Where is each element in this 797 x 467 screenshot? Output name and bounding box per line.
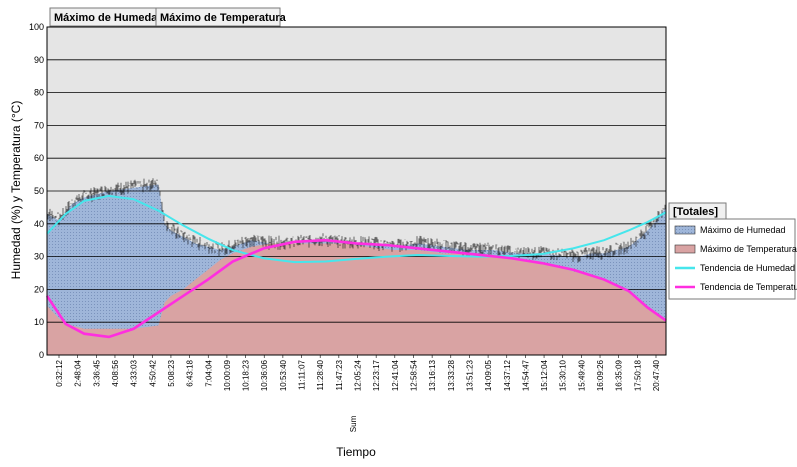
x-tick-label: 15:30:10 (559, 359, 568, 391)
series-line-temperature-trend (45, 238, 667, 339)
y-tick-label: 100 (29, 22, 44, 32)
x-tick-label: 13:16:13 (428, 359, 437, 391)
plot-border (46, 26, 667, 356)
x-tick-label: 11:28:40 (316, 359, 325, 390)
legend: [Totales] Máximo de Humedad Máximo de Temp… (668, 202, 797, 300)
field-tab[interactable]: Máximo de Humedad (49, 7, 164, 27)
y-tick-label: 90 (34, 55, 44, 65)
field-tab-box (155, 7, 281, 27)
series-line-humidity-trend (46, 194, 667, 264)
x-tick-label: 12:23:17 (372, 359, 381, 391)
legend-item: Tendencia de Temperatura (675, 282, 797, 292)
y-tick-label: 40 (34, 219, 44, 229)
legend-item: Máximo de Temperatura (674, 244, 797, 254)
x-tick-label: 4:50:42 (148, 359, 157, 386)
x-tick-label: 12:41:04 (391, 359, 400, 391)
x-tick-label: 17:50:18 (633, 359, 642, 391)
x-tick-label: 12:05:24 (354, 359, 363, 391)
x-tick-label: 15:12:04 (540, 359, 549, 391)
x-tick-label: 14:54:47 (521, 359, 530, 391)
x-tick-label: 11:47:23 (335, 359, 344, 390)
y-tick-label: 50 (34, 186, 44, 196)
x-tick-label: 10:18:23 (242, 359, 251, 391)
y-tick-label: 10 (34, 317, 44, 327)
x-tick-label: 3:36:45 (92, 359, 101, 386)
x-tick-label: 16:09:26 (596, 359, 605, 391)
x-tick-label: 5:08:23 (167, 359, 176, 386)
y-tick-label: 20 (34, 284, 44, 294)
x-tick-label: 10:53:40 (279, 359, 288, 391)
legend-label: Tendencia de Humedad (700, 263, 795, 273)
legend-swatch (674, 244, 696, 254)
legend-label: Máximo de Temperatura (700, 244, 797, 254)
legend-item: Máximo de Humedad (674, 225, 786, 235)
x-tick-label: 4:33:03 (130, 359, 139, 386)
legend-label: Tendencia de Temperatura (700, 282, 797, 292)
plot-area (45, 26, 667, 356)
x-tick-label: 13:51:23 (465, 359, 474, 391)
y-tick-label: 80 (34, 88, 44, 98)
x-axis-extra-label: Sum (349, 415, 358, 432)
y-axis-label: Humedad (%) y Temperatura (°C) (9, 101, 23, 280)
field-tab[interactable]: Máximo de Temperatura (155, 7, 287, 27)
x-axis: 0:32:12 2:48:04 3:36:45 4:08:56 4:33:03 4:50:… (55, 355, 661, 391)
x-tick-label: 2:48:04 (74, 359, 83, 386)
y-tick-label: 70 (34, 120, 44, 130)
x-tick-label: 10:00:09 (223, 359, 232, 391)
series-area-temperature (47, 243, 666, 355)
x-tick-label: 12:58:54 (409, 359, 418, 391)
x-tick-label: 14:09:05 (484, 359, 493, 391)
y-tick-label: 0 (39, 350, 44, 360)
x-tick-label: 16:35:09 (615, 359, 624, 391)
x-tick-label: 0:32:12 (55, 359, 64, 386)
legend-item: Tendencia de Humedad (675, 263, 795, 273)
x-tick-label: 20:47:40 (652, 359, 661, 391)
legend-title: [Totales] (673, 206, 718, 218)
x-axis-label: Tiempo (336, 445, 376, 459)
field-tab-label: Máximo de Temperatura (160, 12, 287, 24)
y-axis: 0 10 20 30 40 50 60 70 80 90 100 (29, 22, 44, 360)
x-tick-label: 6:43:18 (186, 359, 195, 386)
field-tab-label: Máximo de Humedad (54, 12, 164, 24)
x-tick-label: 14:37:12 (503, 359, 512, 391)
x-tick-label: 11:11:07 (298, 359, 307, 390)
x-tick-label: 4:08:56 (111, 359, 120, 386)
x-tick-label: 7:04:04 (204, 359, 213, 386)
x-tick-label: 10:36:06 (260, 359, 269, 391)
x-tick-label: 13:33:28 (447, 359, 456, 391)
y-tick-label: 30 (34, 252, 44, 262)
legend-swatch (674, 225, 696, 235)
x-tick-label: 15:49:40 (577, 359, 586, 391)
legend-label: Máximo de Humedad (700, 225, 786, 235)
y-tick-label: 60 (34, 153, 44, 163)
